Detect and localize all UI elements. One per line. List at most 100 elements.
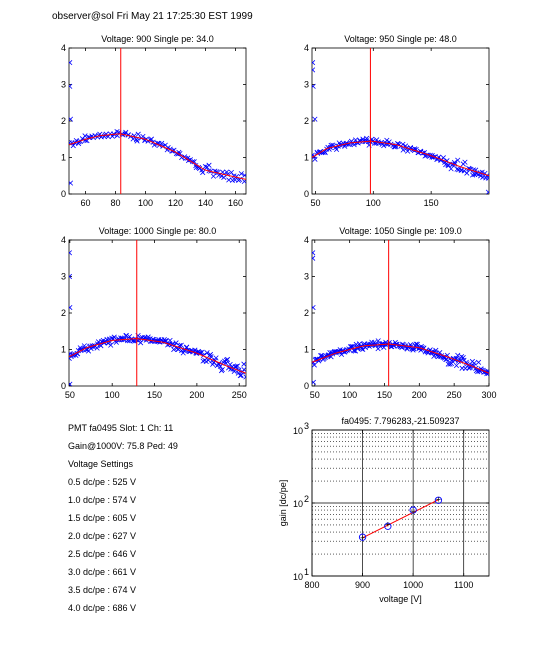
data-point [167,337,173,343]
data-point [485,175,489,181]
data-point [94,345,100,351]
y-tick-label: 1 [304,153,309,163]
data-point [178,342,184,348]
axes-box [311,239,490,387]
data-point [312,83,316,89]
data-point [434,496,443,504]
data-point [199,349,205,355]
y-tick-label: 0 [304,189,309,199]
gain-info-line: Gain@1000V: 75.8 Ped: 49 [68,441,178,451]
x-tick-label: 120 [168,198,183,208]
data-point [414,341,420,347]
data-point [134,138,140,144]
data-point [381,143,387,149]
data-point [234,363,241,369]
data-point [69,381,73,386]
data-point [448,166,454,172]
fit-marker: + [360,533,365,543]
fit-marker: + [411,507,416,517]
data-point [75,348,82,354]
data-point [224,356,231,363]
data-point [200,169,206,176]
plot-voltage-900: Voltage: 900 Single pe: 34.060 80 100 120 14… [61,34,247,208]
data-point [443,162,449,168]
y-tick-label-exponent: 2 [304,494,309,504]
voltage-setting-row: 4.0 dc/pe : 686 V [68,603,137,613]
data-point [179,154,185,161]
voltage-setting-row: 1.5 dc/pe : 605 V [68,513,137,523]
y-tick-label-exponent: 3 [304,421,309,431]
data-point [312,116,318,122]
fit-curve [69,338,246,374]
plot-voltage-1000: Voltage: 1000 Single pe: 80.0 50 100 150 200… [61,226,247,400]
x-tick-label: 160 [228,198,243,208]
data-point [69,60,73,66]
data-point [206,162,212,168]
x-tick-label: 200 [189,390,204,400]
x-axis-label: voltage [V] [379,594,422,604]
data-point [233,364,239,370]
y-tick-label: 0 [61,381,66,391]
data-point [159,140,165,146]
plot-area [69,48,246,194]
data-point [69,180,74,186]
x-tick-label: 100 [138,198,153,208]
y-tick-label: 0 [61,189,66,199]
data-point [69,83,73,89]
y-tick-label: 1 [304,345,309,355]
data-point [312,255,316,261]
x-tick-label: 250 [447,390,462,400]
x-tick-label: 50 [310,390,320,400]
data-point [333,146,340,153]
y-tick-label: 3 [304,80,309,90]
data-point [221,174,227,180]
data-point [455,157,461,163]
data-point [447,361,453,367]
plot-area [69,240,246,386]
pmt-info-line: PMT fa0495 Slot: 1 Ch: 11 [68,423,174,433]
voltage-setting-row: 3.0 dc/pe : 661 V [68,567,137,577]
x-tick-label: 80 [110,198,120,208]
data-point [454,166,460,172]
data-point [318,353,324,359]
data-point [379,341,385,347]
data-point [485,189,489,194]
y-tick-label: 10 [293,572,303,582]
data-point [400,147,406,153]
data-point [242,172,246,178]
data-point [202,163,208,170]
data-point [123,332,129,339]
fit-curve [312,140,489,177]
y-tick-label: 10 [293,499,303,509]
x-tick-label: 150 [377,390,392,400]
data-point [241,366,246,373]
data-point [69,250,73,256]
x-tick-label: 200 [412,390,427,400]
data-point [319,352,325,359]
data-point [384,522,392,530]
y-tick-label: 4 [61,43,66,53]
x-tick-label: 150 [147,390,162,400]
data-point [462,159,468,165]
data-point [384,137,390,143]
data-point [312,250,316,256]
plot-voltage-950: Voltage: 950 Single pe: 48.0 50 100 150 0 1 2 3… [304,34,490,208]
y-tick-label: 0 [304,381,309,391]
y-tick-label: 2 [304,116,309,126]
data-point [114,128,120,135]
y-tick-label: 4 [61,235,66,245]
y-tick-label: 2 [61,116,66,126]
voltage-setting-row: 1.0 dc/pe : 574 V [68,495,137,505]
voltage-setting-row: 2.5 dc/pe : 646 V [68,549,137,559]
x-tick-label: 140 [198,198,213,208]
page-header: observer@sol Fri May 21 17:25:30 EST 199… [52,11,253,22]
data-point [184,344,190,350]
voltage-settings-title: Voltage Settings [68,459,134,469]
x-tick-label: 900 [355,580,370,590]
x-tick-label: 1000 [403,580,423,590]
data-point [108,342,114,348]
x-tick-label: 50 [65,390,75,400]
plot-area [312,240,489,386]
x-tick-label: 100 [105,390,120,400]
x-tick-label: 100 [366,198,381,208]
